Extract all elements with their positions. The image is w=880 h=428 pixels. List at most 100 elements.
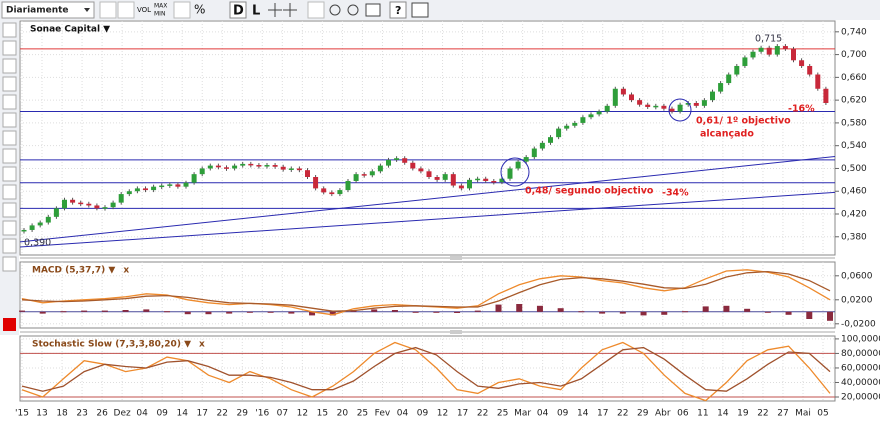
max-button[interactable]: MAX <box>154 3 167 10</box>
highlight-circle <box>668 98 692 122</box>
cross-icons[interactable] <box>268 3 297 17</box>
x-tick-label: 05 <box>817 409 828 419</box>
print-button[interactable] <box>365 3 381 17</box>
candle <box>207 165 213 169</box>
percent-button[interactable]: % <box>194 3 205 17</box>
x-tick-label: Dez <box>114 409 131 419</box>
x-tick-label: 14 <box>717 409 729 419</box>
vol-button[interactable]: VOL <box>137 6 151 14</box>
side-tool[interactable] <box>2 94 17 110</box>
candle <box>183 182 189 187</box>
tool-button[interactable] <box>99 1 117 19</box>
candle <box>539 142 545 149</box>
book-button[interactable] <box>411 2 429 18</box>
d-button[interactable]: D <box>233 4 244 19</box>
candle <box>620 88 626 95</box>
candle <box>264 165 270 167</box>
candle <box>637 100 643 105</box>
x-tick-label: 14 <box>577 409 589 419</box>
candle <box>604 105 610 112</box>
resize-handle <box>450 256 462 260</box>
x-tick-label: Mai <box>795 409 811 419</box>
candle <box>386 159 391 166</box>
candle <box>467 179 472 189</box>
candle <box>102 207 108 209</box>
y-tick-label: 80,000000 <box>841 349 880 359</box>
period-label: Diariamente <box>6 6 69 16</box>
candle <box>394 158 400 160</box>
side-tool[interactable] <box>2 202 17 218</box>
x-tick-label: 18 <box>56 409 68 419</box>
x-tick-label: 09 <box>557 409 569 419</box>
candle <box>426 171 432 177</box>
y-tick-label: 40,000000 <box>841 378 880 388</box>
annotation: -34% <box>662 188 689 199</box>
close-button[interactable]: x <box>123 266 129 276</box>
period-select[interactable] <box>1 1 95 19</box>
side-tool[interactable] <box>2 40 17 56</box>
side-tool[interactable] <box>2 148 17 164</box>
tool-button[interactable] <box>307 1 325 19</box>
histogram-bar <box>246 311 253 313</box>
candle <box>442 174 448 180</box>
histogram-bar <box>806 311 813 319</box>
candle <box>78 202 84 205</box>
l-button[interactable]: L <box>252 4 260 19</box>
x-tick-label: 17 <box>196 409 207 419</box>
candle <box>572 122 578 126</box>
candle <box>701 100 707 106</box>
candle <box>353 174 359 181</box>
x-tick-label: Fev <box>375 409 391 419</box>
side-tool[interactable] <box>2 22 17 38</box>
candle <box>151 186 157 191</box>
side-tool[interactable] <box>2 130 17 146</box>
histogram-bar <box>391 310 398 312</box>
y-tick-label: 60,000000 <box>841 363 880 373</box>
tool-button[interactable] <box>173 1 191 19</box>
help-button[interactable]: ? <box>395 4 401 17</box>
y-tick-label: 0,660 <box>841 73 867 83</box>
zoom-out[interactable] <box>347 4 359 16</box>
x-tick-label: Abr <box>655 409 671 419</box>
side-tool[interactable] <box>2 58 17 74</box>
side-tool[interactable] <box>2 238 17 254</box>
candle <box>402 158 408 163</box>
toolbar <box>0 0 880 20</box>
close-button[interactable]: x <box>199 340 205 350</box>
zoom-in[interactable] <box>329 4 341 16</box>
histogram-bar <box>226 311 233 314</box>
candle <box>491 180 497 183</box>
candle <box>434 177 440 180</box>
histogram-bar <box>433 311 440 313</box>
min-button[interactable]: MIN <box>154 11 165 18</box>
annotation: 0,48/ segundo objectivo <box>525 186 654 197</box>
histogram-bar <box>474 310 481 312</box>
x-tick-label: 22 <box>477 409 488 419</box>
side-tool[interactable] <box>2 166 17 182</box>
x-tick-label: 06 <box>677 409 689 419</box>
candle <box>410 162 416 169</box>
x-tick-label: 29 <box>637 409 649 419</box>
candle <box>483 178 489 181</box>
candle <box>215 165 221 168</box>
side-tool[interactable] <box>2 184 17 200</box>
candle <box>742 57 748 66</box>
side-tools <box>2 22 17 331</box>
histogram-bar <box>723 305 730 312</box>
candle <box>475 178 481 181</box>
tool-button[interactable] <box>229 1 247 19</box>
x-tick-label: 12 <box>297 409 308 419</box>
side-tool[interactable] <box>2 76 17 92</box>
candle <box>321 188 327 193</box>
x-tick-label: 04 <box>397 409 409 419</box>
side-tool[interactable] <box>2 256 17 272</box>
side-tool[interactable] <box>2 220 17 236</box>
histogram-bar <box>184 311 191 315</box>
side-tool[interactable] <box>2 112 17 128</box>
y-tick-label: 0,420 <box>841 210 867 220</box>
candle <box>248 163 254 166</box>
tool-button[interactable] <box>117 1 135 19</box>
annotation: alcançado <box>700 129 754 140</box>
help-box[interactable] <box>389 1 407 19</box>
candle <box>21 229 27 232</box>
